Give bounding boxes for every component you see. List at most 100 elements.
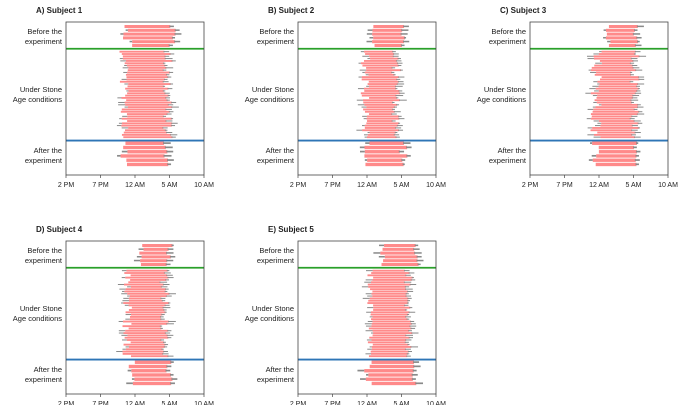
sleep-bar [122,352,164,355]
wake-bar [162,115,167,117]
wake-bar [637,88,640,90]
sleep-bar [367,83,398,85]
sleep-bar [593,133,633,136]
wake-bar [629,118,635,120]
wake-bar [402,163,405,166]
row-label-line: Under Stone [20,85,62,94]
row-label-line: Age conditions [13,314,62,323]
wake-bar [163,272,171,274]
wake-bar [119,118,122,120]
sleep-bar [360,92,401,95]
sleep-bar [384,255,418,259]
wake-bar [603,29,606,31]
row-label-line: Age conditions [245,95,294,104]
wake-bar [405,339,412,341]
sleep-bar [598,145,635,150]
wake-bar [170,125,176,127]
sleep-bar [601,76,639,79]
wake-bar [398,115,402,117]
sleep-bar [119,80,164,83]
x-tick-label: 2 PM [290,401,307,405]
wake-bar [629,71,633,73]
sleep-bar [128,364,168,369]
wake-bar [631,97,638,99]
wake-bar [395,95,404,97]
sleep-bar [121,96,167,99]
sleep-bar [371,281,405,284]
row-label: Under Stone Age conditions [13,304,62,323]
panel-title: A) Subject 1 [36,6,83,15]
sleep-bar [369,297,409,300]
sleep-bar [127,334,168,337]
wake-bar [117,154,121,157]
wake-bar [586,55,594,57]
wake-bar [159,325,163,327]
sleep-bar [125,276,169,279]
wake-bar [637,127,641,129]
sleep-bar [128,83,171,85]
wake-bar [165,263,171,266]
wake-bar [171,106,179,108]
wake-bar [403,142,411,144]
wake-bar [166,365,172,368]
sleep-bar [124,336,169,339]
sleep-bar [372,343,409,346]
wake-bar [121,127,129,129]
sleep-bar [120,154,165,158]
wake-bar [404,309,408,311]
x-tick-label: 2 PM [58,182,75,189]
sleep-bar [130,285,162,288]
panel-title: D) Subject 4 [36,225,83,234]
sleep-bar [126,158,169,162]
wake-bar [171,122,178,124]
sleep-bar [601,103,639,106]
sleep-bar [364,127,396,129]
wake-bar [597,83,600,85]
wake-bar [634,92,642,94]
sleep-bar [372,334,407,337]
sleep-bar [367,341,406,344]
wake-bar [169,373,174,376]
wake-bar [394,132,398,134]
wake-bar [603,36,606,39]
sleep-bar [127,106,173,109]
wake-bar [407,344,410,346]
row-label-line: experiment [489,37,527,46]
wake-bar [169,255,176,258]
wake-bar [400,33,408,35]
wake-bar [399,92,405,94]
wake-bar [162,85,166,87]
sleep-bar [380,251,416,255]
sleep-bar [369,336,410,339]
sleep-bar [134,360,172,364]
sleep-bar [130,279,167,281]
wake-bar [122,300,130,302]
sleep-bar [141,255,171,259]
row-label: Before the experiment [257,246,295,265]
wake-bar [360,150,365,153]
wake-bar [358,62,361,64]
sleep-bar [121,108,167,111]
wake-bar [364,323,372,325]
wake-bar [595,62,602,64]
wake-bar [400,69,403,71]
wake-bar [599,51,602,53]
wake-bar [167,104,174,106]
sleep-bar [369,96,397,99]
row-label-line: After the [266,365,294,374]
wake-bar [585,92,591,94]
x-tick-label: 12 AM [589,182,609,189]
wake-bar [164,92,170,94]
wake-bar [362,71,365,73]
wake-bar [410,279,416,281]
wake-bar [366,33,373,35]
sleep-bar [128,309,165,311]
wake-bar [391,67,396,69]
wake-bar [366,270,373,272]
wake-bar [397,81,404,83]
wake-bar [118,104,126,106]
sleep-bar [600,78,640,81]
sleep-bar [142,244,173,248]
wake-bar [410,323,416,325]
